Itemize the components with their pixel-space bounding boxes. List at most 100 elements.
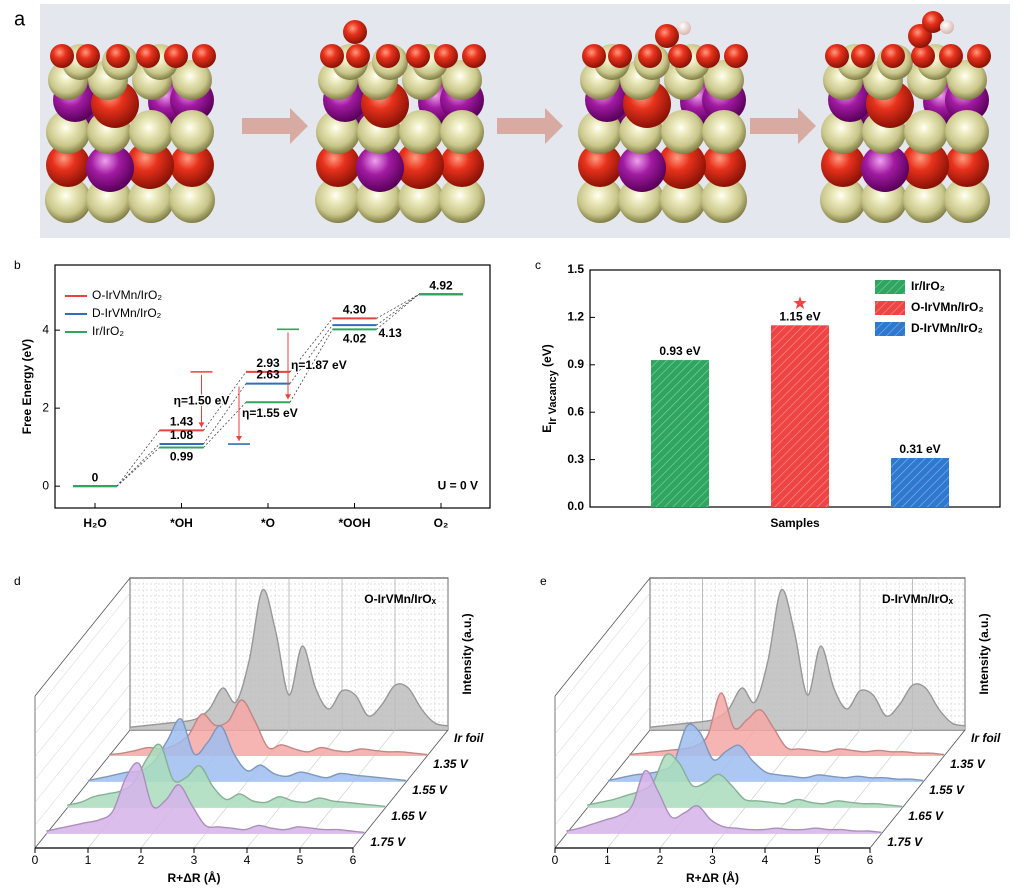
connector [376, 293, 420, 326]
panel-label: d [14, 574, 21, 588]
connector [376, 293, 420, 330]
atom [399, 110, 443, 154]
connector [203, 402, 247, 448]
atom [172, 60, 212, 100]
value-label: 1.08 [170, 428, 194, 442]
atom [658, 141, 706, 189]
atom [106, 44, 130, 68]
atom [577, 177, 623, 223]
connector [203, 371, 247, 431]
left-wall-hatch [34, 615, 131, 735]
panel-label: b [14, 258, 21, 272]
x-tick-label: *OH [170, 516, 193, 530]
left-wall-hatch [34, 661, 131, 780]
value-label: 4.02 [343, 332, 367, 346]
bar [651, 360, 709, 507]
y-tick-label: 4 [42, 322, 49, 336]
value-label: 4.13 [379, 326, 403, 340]
value-label: 0.31 eV [899, 442, 940, 456]
left-wall-hatch [34, 684, 131, 803]
atom [170, 110, 214, 154]
arrow [750, 108, 816, 144]
eta-label: η=1.55 eV [242, 406, 298, 420]
atom [702, 110, 746, 154]
atom [398, 177, 444, 223]
x-tick-label: 4 [244, 853, 251, 867]
value-label: 2.63 [256, 368, 280, 382]
connector [289, 324, 333, 384]
left-wall-hatch [554, 638, 651, 757]
x-tick-label: 3 [709, 853, 716, 867]
line [566, 770, 882, 834]
condition-label: U = 0 V [438, 478, 478, 492]
y-tick-label: 0.9 [567, 357, 584, 371]
bar [891, 458, 949, 507]
atom [343, 20, 367, 44]
atom [578, 143, 622, 187]
arrow [497, 108, 563, 144]
y-tick-label: 0.0 [567, 499, 584, 513]
floor-edge [869, 729, 966, 849]
x-tick-label: H₂O [83, 516, 106, 530]
atom [406, 44, 430, 68]
value-label: 1.43 [170, 415, 194, 429]
value-label: 0 [92, 470, 99, 484]
atom [440, 143, 484, 187]
x-tick-label: 2 [657, 853, 664, 867]
y-tick-label: 1.5 [567, 262, 584, 276]
x-tick-label: *O [261, 516, 275, 530]
line [649, 589, 966, 728]
atom [356, 144, 404, 192]
y-tick-label: 0.6 [567, 404, 584, 418]
atom [46, 143, 90, 187]
chart-title: O-IrVMn/IrOₓ [364, 592, 436, 606]
x-tick-label: 3 [191, 853, 198, 867]
atom [346, 44, 370, 68]
atom [45, 177, 91, 223]
atom [128, 177, 174, 223]
left-wall-hatch [34, 707, 131, 826]
series-label: 1.35 V [433, 757, 469, 771]
value-label: 0.99 [170, 450, 194, 464]
x-tick-label: 6 [350, 853, 357, 867]
atom [316, 143, 360, 187]
atom [945, 143, 989, 187]
x-tick-label: 0 [552, 853, 559, 867]
value-label: 2.93 [256, 356, 280, 370]
y-tick-label: 0.3 [567, 452, 584, 466]
atom [944, 177, 990, 223]
area [608, 724, 924, 782]
line [46, 762, 365, 834]
z-axis-label: Intensity (a.u.) [977, 613, 991, 694]
left-wall-hatch [34, 638, 131, 757]
legend-label: D-IrVMn/IrO₂ [92, 306, 162, 320]
eta-arrow-head [198, 422, 205, 428]
eta-arrow-head [236, 436, 242, 442]
series-label: 1.55 V [412, 783, 448, 797]
atom [76, 44, 100, 68]
atom [661, 110, 705, 154]
atom [169, 177, 215, 223]
chart-title: D-IrVMn/IrOₓ [882, 592, 954, 606]
slab-model [577, 21, 748, 223]
atom [655, 24, 679, 48]
y-axis-label: Free Energy (eV) [20, 339, 34, 434]
x-tick-label: 0 [32, 853, 39, 867]
atom [668, 44, 692, 68]
legend-swatch [875, 322, 905, 336]
atom [704, 60, 744, 100]
series-label: Ir foil [454, 731, 484, 745]
atom [170, 143, 214, 187]
plot-frame [54, 264, 491, 509]
atom [192, 44, 216, 68]
value-label: 2.15 [256, 404, 280, 418]
x-tick-label: *OOH [338, 516, 370, 530]
floor-edge [34, 729, 131, 849]
atom [821, 143, 865, 187]
panel-label: e [540, 574, 547, 588]
atom [967, 44, 991, 68]
atom [126, 141, 174, 189]
value-label: 0.93 eV [659, 344, 700, 358]
